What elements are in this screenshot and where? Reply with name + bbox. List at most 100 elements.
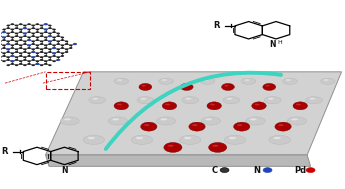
Circle shape (6, 43, 10, 45)
Circle shape (2, 47, 6, 49)
Circle shape (7, 40, 10, 42)
Circle shape (52, 44, 56, 46)
Ellipse shape (92, 98, 98, 100)
Circle shape (15, 56, 18, 58)
Circle shape (19, 44, 22, 46)
Ellipse shape (165, 104, 170, 105)
Circle shape (2, 39, 6, 41)
Circle shape (48, 35, 52, 37)
Circle shape (44, 47, 48, 49)
Ellipse shape (264, 97, 281, 104)
Text: N: N (61, 166, 68, 175)
Circle shape (48, 51, 52, 53)
Circle shape (23, 35, 27, 37)
Circle shape (27, 29, 31, 30)
Circle shape (19, 31, 22, 33)
Circle shape (69, 47, 72, 49)
Circle shape (65, 51, 68, 53)
Ellipse shape (241, 78, 256, 84)
Circle shape (44, 28, 48, 31)
Circle shape (7, 64, 10, 66)
Circle shape (6, 48, 10, 50)
Circle shape (35, 63, 39, 65)
Ellipse shape (268, 98, 274, 100)
Circle shape (11, 29, 14, 30)
Ellipse shape (89, 97, 106, 104)
Circle shape (27, 52, 31, 54)
Circle shape (52, 55, 56, 57)
Circle shape (52, 39, 56, 41)
Circle shape (36, 47, 39, 49)
Ellipse shape (189, 122, 205, 131)
Text: R: R (213, 21, 220, 30)
Circle shape (19, 47, 22, 49)
Ellipse shape (269, 135, 290, 144)
Circle shape (15, 51, 18, 53)
Circle shape (36, 60, 39, 62)
Circle shape (2, 52, 6, 54)
Circle shape (15, 43, 18, 45)
Circle shape (31, 27, 35, 29)
Circle shape (0, 40, 2, 42)
Ellipse shape (156, 117, 176, 125)
Ellipse shape (117, 104, 122, 105)
Ellipse shape (88, 137, 95, 139)
Circle shape (40, 48, 43, 50)
Circle shape (57, 43, 60, 45)
Ellipse shape (180, 83, 193, 91)
Circle shape (40, 56, 43, 58)
Ellipse shape (224, 85, 228, 87)
Ellipse shape (252, 102, 266, 110)
Ellipse shape (164, 143, 182, 152)
Circle shape (11, 39, 14, 41)
Ellipse shape (209, 143, 227, 152)
Circle shape (36, 52, 39, 54)
Circle shape (52, 60, 56, 62)
Ellipse shape (200, 78, 215, 84)
Circle shape (44, 55, 48, 57)
Circle shape (61, 47, 64, 49)
Circle shape (7, 56, 10, 58)
Ellipse shape (201, 117, 220, 125)
Text: H: H (277, 40, 282, 45)
Ellipse shape (112, 118, 119, 120)
Ellipse shape (324, 79, 329, 81)
Circle shape (40, 25, 43, 26)
Ellipse shape (245, 79, 249, 81)
Circle shape (40, 35, 43, 37)
Circle shape (23, 32, 27, 35)
Ellipse shape (221, 83, 235, 91)
Ellipse shape (162, 79, 167, 81)
Circle shape (57, 40, 60, 42)
Circle shape (0, 33, 2, 34)
Circle shape (57, 35, 60, 37)
Circle shape (10, 60, 14, 62)
Circle shape (2, 31, 6, 33)
Circle shape (220, 168, 229, 173)
Ellipse shape (296, 104, 301, 105)
Ellipse shape (168, 145, 174, 147)
Circle shape (23, 59, 27, 61)
Circle shape (23, 64, 27, 66)
Circle shape (7, 33, 10, 34)
Circle shape (27, 31, 31, 33)
Circle shape (15, 59, 18, 61)
Circle shape (306, 168, 315, 173)
Circle shape (57, 33, 60, 34)
Circle shape (52, 36, 56, 38)
Ellipse shape (136, 137, 143, 139)
Ellipse shape (309, 98, 315, 100)
Circle shape (61, 55, 64, 57)
Circle shape (48, 27, 52, 29)
Circle shape (2, 44, 6, 46)
Circle shape (36, 44, 39, 46)
Ellipse shape (293, 102, 307, 110)
Circle shape (57, 56, 60, 58)
Ellipse shape (205, 118, 212, 120)
Ellipse shape (139, 83, 152, 91)
Ellipse shape (237, 124, 243, 126)
Circle shape (27, 47, 31, 49)
Circle shape (27, 23, 31, 25)
Circle shape (36, 36, 39, 38)
Circle shape (61, 39, 64, 41)
